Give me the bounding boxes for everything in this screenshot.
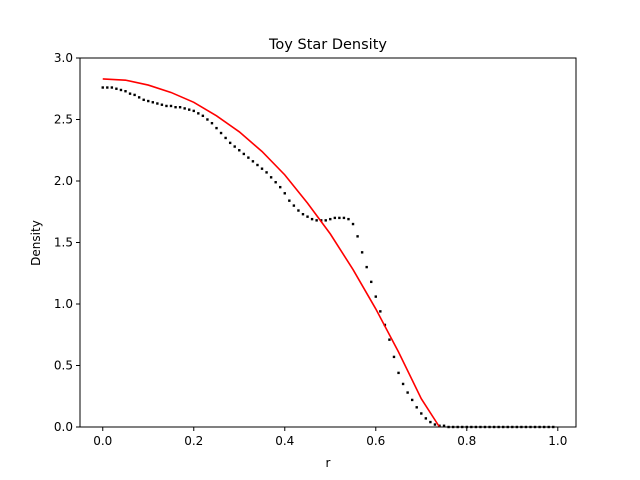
density-point bbox=[215, 126, 218, 130]
density-point bbox=[137, 96, 141, 99]
density-point bbox=[310, 217, 314, 221]
density-point bbox=[169, 104, 173, 108]
density-point bbox=[219, 131, 223, 135]
density-point bbox=[288, 199, 291, 202]
density-point bbox=[274, 181, 277, 184]
x-tick-label: 0.4 bbox=[275, 434, 294, 448]
density-point bbox=[133, 93, 136, 97]
density-point bbox=[283, 192, 286, 195]
density-point bbox=[306, 215, 309, 218]
density-point bbox=[251, 160, 255, 163]
x-axis: 0.0 0.2 0.4 0.6 0.8 1.0 bbox=[93, 427, 567, 448]
density-point bbox=[424, 417, 428, 420]
density-point bbox=[292, 204, 296, 207]
axes-frame bbox=[79, 57, 577, 428]
y-tick-label: 0.5 bbox=[54, 359, 73, 373]
y-tick-label: 2.0 bbox=[54, 174, 73, 188]
y-axis: 0.0 0.5 1.0 1.5 2.0 2.5 3.0 bbox=[54, 51, 80, 434]
density-point bbox=[329, 217, 332, 221]
density-point bbox=[201, 114, 205, 118]
x-tick-label: 0.8 bbox=[457, 434, 476, 448]
density-point bbox=[324, 219, 327, 222]
x-tick-label: 0.2 bbox=[184, 434, 203, 448]
density-point bbox=[269, 176, 273, 179]
y-tick-label: 1.5 bbox=[54, 236, 73, 250]
density-point bbox=[406, 391, 409, 394]
y-axis-label: Density bbox=[29, 220, 43, 266]
density-point bbox=[228, 141, 232, 145]
density-point bbox=[397, 371, 400, 375]
density-point bbox=[233, 145, 236, 148]
density-point bbox=[429, 420, 432, 424]
density-point bbox=[142, 98, 145, 102]
density-point bbox=[128, 92, 132, 95]
density-point bbox=[178, 106, 182, 109]
y-tick-label: 0.0 bbox=[54, 420, 73, 434]
density-point bbox=[224, 136, 227, 140]
chart-title: Toy Star Density bbox=[268, 37, 387, 53]
y-tick-label: 2.5 bbox=[54, 113, 73, 127]
density-point bbox=[124, 90, 127, 93]
density-point bbox=[374, 295, 377, 298]
density-point bbox=[392, 355, 396, 359]
density-point bbox=[247, 156, 250, 159]
density-point bbox=[401, 382, 405, 386]
density-point bbox=[365, 265, 368, 269]
y-tick-label: 1.0 bbox=[54, 297, 73, 311]
density-point bbox=[415, 406, 418, 409]
x-tick-label: 0.6 bbox=[366, 434, 385, 448]
density-point bbox=[119, 88, 123, 92]
density-point bbox=[433, 423, 437, 426]
x-tick-label: 1.0 bbox=[548, 434, 567, 448]
density-point bbox=[347, 217, 350, 221]
density-point bbox=[188, 108, 191, 111]
density-point bbox=[106, 86, 109, 89]
density-point bbox=[420, 412, 423, 415]
density-point bbox=[338, 216, 341, 220]
plot-area bbox=[101, 78, 555, 429]
density-point bbox=[151, 101, 155, 104]
density-point bbox=[265, 171, 268, 174]
density-point bbox=[183, 107, 186, 110]
density-point bbox=[379, 310, 382, 313]
x-tick-label: 0.0 bbox=[93, 434, 112, 448]
density-point bbox=[442, 424, 446, 427]
density-point bbox=[210, 121, 214, 125]
density-point bbox=[160, 103, 164, 106]
density-point bbox=[388, 338, 391, 341]
density-point bbox=[301, 213, 305, 216]
density-point bbox=[147, 99, 150, 103]
density-point bbox=[156, 102, 159, 105]
density-point bbox=[333, 216, 337, 220]
density-point bbox=[351, 222, 355, 226]
density-point bbox=[279, 185, 282, 189]
density-point bbox=[370, 280, 373, 284]
density-point bbox=[360, 251, 364, 254]
density-point bbox=[315, 219, 318, 222]
density-point bbox=[256, 163, 259, 167]
density-point bbox=[197, 112, 200, 115]
density-point bbox=[242, 152, 246, 156]
x-axis-label: r bbox=[326, 456, 331, 470]
density-point bbox=[192, 109, 195, 113]
density-point bbox=[101, 86, 104, 89]
density-point bbox=[115, 87, 118, 90]
density-point bbox=[238, 149, 241, 152]
density-point bbox=[297, 209, 300, 212]
density-point bbox=[342, 216, 346, 220]
fit-curve-line bbox=[102, 78, 441, 428]
density-point bbox=[110, 86, 114, 89]
density-point bbox=[260, 167, 264, 170]
density-point bbox=[165, 104, 168, 108]
y-tick-label: 3.0 bbox=[54, 51, 73, 65]
density-point bbox=[356, 235, 359, 238]
density-point bbox=[410, 398, 414, 402]
density-point bbox=[206, 118, 209, 121]
density-point bbox=[174, 106, 177, 109]
